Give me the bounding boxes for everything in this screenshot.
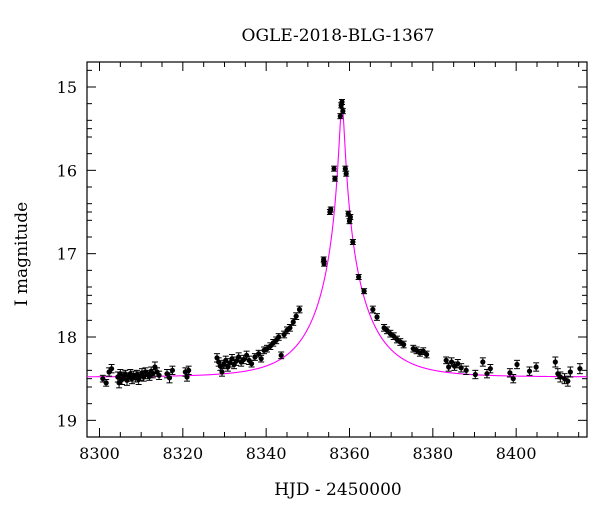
data-point bbox=[487, 366, 493, 372]
y-tick-label: 18 bbox=[57, 328, 77, 347]
x-tick-label: 8320 bbox=[162, 444, 203, 463]
x-tick-label: 8300 bbox=[79, 444, 120, 463]
data-point bbox=[370, 306, 376, 313]
data-point bbox=[236, 354, 242, 360]
data-point bbox=[384, 327, 390, 333]
data-point bbox=[356, 274, 362, 280]
data-point bbox=[290, 319, 296, 325]
data-point bbox=[526, 368, 533, 374]
y-tick-label: 19 bbox=[57, 411, 77, 430]
data-point bbox=[252, 354, 258, 360]
data-point bbox=[514, 361, 520, 368]
data-point bbox=[331, 166, 337, 172]
y-tick-label: 16 bbox=[57, 161, 77, 180]
data-point bbox=[557, 374, 563, 380]
data-point bbox=[278, 352, 284, 358]
data-point bbox=[103, 380, 109, 386]
data-point bbox=[565, 378, 571, 384]
chart-title: OGLE-2018-BLG-1367 bbox=[242, 26, 435, 46]
data-point bbox=[567, 369, 573, 375]
data-point bbox=[480, 359, 486, 365]
y-tick-label: 15 bbox=[57, 78, 77, 97]
data-point bbox=[340, 108, 346, 114]
model-curve bbox=[87, 104, 587, 378]
data-point bbox=[533, 364, 539, 370]
y-tick-label: 17 bbox=[57, 245, 77, 264]
data-point bbox=[186, 367, 192, 373]
data-point bbox=[321, 261, 327, 267]
data-point bbox=[166, 375, 173, 381]
plot-area: 8300 8320 8340 8360 8380 8400 15 16 17 18 19 bbox=[57, 61, 588, 463]
data-point bbox=[243, 352, 250, 358]
data-point bbox=[446, 364, 452, 370]
data-point bbox=[472, 371, 478, 378]
data-point bbox=[248, 361, 255, 367]
data-point bbox=[510, 376, 516, 382]
data-point bbox=[458, 365, 464, 371]
data-point bbox=[343, 171, 349, 177]
data-point bbox=[391, 333, 397, 339]
data-point bbox=[100, 376, 106, 382]
data-point bbox=[156, 372, 162, 378]
data-point bbox=[361, 288, 367, 294]
data-point bbox=[258, 356, 264, 362]
data-point bbox=[347, 214, 353, 220]
data-point bbox=[276, 334, 282, 340]
data-point bbox=[463, 367, 469, 373]
data-point bbox=[374, 314, 380, 320]
y-axis-label: I magnitude bbox=[12, 202, 32, 306]
data-point bbox=[552, 359, 558, 365]
data-point bbox=[423, 351, 430, 358]
data-point bbox=[287, 325, 293, 331]
data-point bbox=[455, 361, 461, 367]
x-tick-label: 8340 bbox=[246, 444, 287, 463]
data-point bbox=[401, 341, 407, 348]
data-point bbox=[169, 367, 176, 373]
data-point bbox=[339, 99, 345, 105]
x-tick-label: 8380 bbox=[412, 444, 453, 463]
data-point bbox=[184, 374, 190, 380]
data-point bbox=[328, 206, 334, 213]
plot-frame bbox=[86, 61, 588, 438]
x-axis-label: HJD - 2450000 bbox=[274, 480, 402, 500]
data-point bbox=[342, 166, 348, 172]
data-point bbox=[350, 239, 356, 245]
data-point bbox=[332, 176, 338, 182]
x-tick-label: 8360 bbox=[329, 444, 370, 463]
data-point bbox=[443, 357, 449, 363]
data-point bbox=[219, 369, 225, 375]
data-point bbox=[293, 313, 299, 319]
x-tick-label: 8400 bbox=[496, 444, 537, 463]
data-point bbox=[108, 366, 115, 372]
data-point bbox=[420, 348, 426, 354]
data-point bbox=[337, 113, 343, 119]
data-point bbox=[296, 306, 303, 313]
data-point bbox=[484, 371, 490, 377]
data-point bbox=[577, 366, 583, 372]
